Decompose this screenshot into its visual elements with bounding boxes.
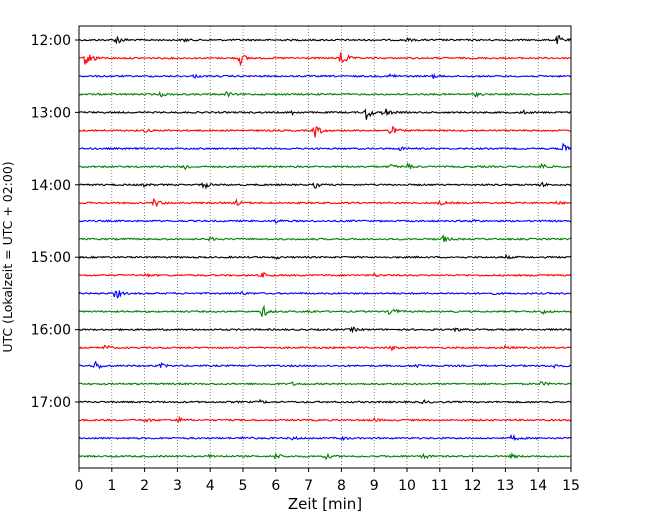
- x-tick-label: 7: [304, 478, 313, 494]
- seismic-trace: [78, 142, 572, 152]
- x-tick-label: 4: [206, 478, 215, 494]
- x-tick-label: 1: [107, 478, 116, 494]
- seismic-trace: [78, 181, 572, 190]
- x-tick-label: 13: [496, 478, 514, 494]
- seismic-trace: [78, 381, 572, 386]
- x-tick-label: 5: [239, 478, 248, 494]
- seismic-trace: [78, 34, 572, 45]
- seismic-trace: [78, 52, 572, 67]
- x-tick-label: 2: [140, 478, 149, 494]
- seismic-trace: [78, 90, 572, 98]
- seismic-trace: [78, 326, 572, 334]
- x-tick-label: 12: [464, 478, 482, 494]
- seismic-trace: [78, 304, 572, 317]
- seismic-trace: [78, 452, 572, 461]
- seismic-trace: [78, 234, 572, 242]
- seismic-trace: [78, 218, 572, 224]
- x-tick-label: 14: [529, 478, 547, 494]
- x-axis-ticks: 0 1 2 3 4 5 6 7 8 9 10 11 12 13 14 15: [75, 468, 580, 494]
- y-tick-label: 17:00: [31, 395, 71, 411]
- y-tick-label: 14:00: [31, 178, 71, 194]
- x-tick-label: 15: [562, 478, 580, 494]
- y-axis-ticks: 12:00 13:00 14:00 15:00 16:00 17:00: [31, 33, 79, 411]
- x-tick-label: 8: [337, 478, 346, 494]
- seismic-trace: [78, 415, 572, 423]
- seismic-trace: [78, 433, 572, 442]
- seismic-trace: [78, 108, 572, 120]
- plot-frame: [78, 25, 572, 469]
- x-tick-label: 6: [271, 478, 280, 494]
- x-tick-label: 0: [75, 478, 84, 494]
- seismic-trace: [78, 271, 572, 278]
- y-axis-label: UTC (Lokalzeit = UTC + 02:00): [0, 161, 15, 352]
- y-tick-label: 16:00: [31, 323, 71, 339]
- x-tick-label: 10: [398, 478, 416, 494]
- seismic-traces: [78, 34, 572, 461]
- x-tick-label: 3: [173, 478, 182, 494]
- x-tick-label: 9: [370, 478, 379, 494]
- seismic-trace: [78, 344, 572, 352]
- seismic-trace: [78, 161, 572, 171]
- y-tick-label: 13:00: [31, 105, 71, 121]
- seismic-trace: [78, 398, 572, 405]
- x-tick-label: 11: [431, 478, 449, 494]
- y-tick-label: 15:00: [31, 250, 71, 266]
- seismic-trace: [78, 197, 572, 208]
- seismic-trace: [78, 125, 572, 138]
- seismic-trace: [78, 253, 572, 260]
- seismic-trace: [78, 290, 572, 299]
- seismic-trace: [78, 72, 572, 79]
- seismic-trace: [78, 360, 572, 370]
- y-tick-label: 12:00: [31, 33, 71, 49]
- x-axis-label: Zeit [min]: [288, 495, 362, 513]
